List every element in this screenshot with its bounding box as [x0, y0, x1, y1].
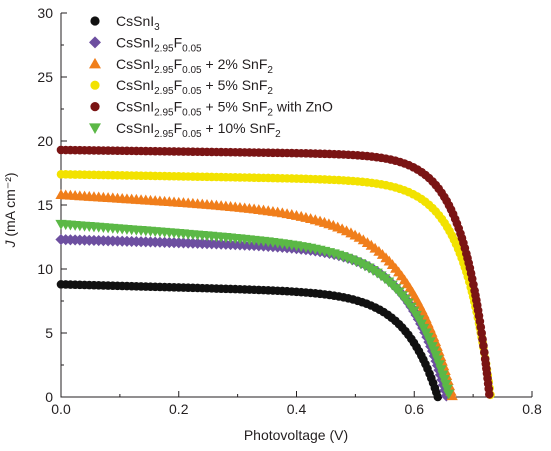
- data-point: [485, 389, 494, 399]
- y-axis-title: J (mA cm⁻²): [2, 172, 18, 248]
- data-point: [443, 389, 455, 400]
- series-layer: [55, 145, 495, 402]
- x-tick-label: 0.4: [287, 401, 307, 417]
- series-0: [56, 280, 443, 402]
- x-tick-label: 0.2: [169, 401, 189, 417]
- legend-label: CsSnI2.95F0.05 + 5% SnF2 with ZnO: [116, 99, 333, 119]
- x-tick-label: 0.0: [51, 401, 71, 417]
- legend-label: CsSnI2.95F0.05 + 10% SnF2: [116, 120, 281, 140]
- y-tick-label: 25: [37, 69, 53, 85]
- axes: 0.0 0.2 0.4 0.6 0.8 0 5 10 15 20 25 30: [37, 5, 542, 417]
- legend-marker: [90, 102, 100, 112]
- data-point: [480, 347, 489, 357]
- legend-marker: [89, 36, 101, 49]
- x-tick-label: 0.8: [522, 401, 542, 417]
- data-point: [433, 360, 445, 371]
- legend-label: CsSnI2.95F0.05 + 2% SnF2: [116, 56, 273, 76]
- y-tick-label: 20: [37, 133, 53, 149]
- legend-label: CsSnI2.95F0.05: [116, 34, 202, 54]
- series-5: [55, 219, 455, 400]
- x-axis-title: Photovoltage (V): [244, 427, 348, 443]
- y-tick-label: 15: [37, 197, 53, 213]
- series-4: [56, 145, 494, 399]
- legend-marker: [90, 16, 100, 26]
- legend-marker: [90, 80, 100, 90]
- data-point: [478, 334, 487, 344]
- data-point: [441, 384, 453, 395]
- y-tick-label: 5: [45, 325, 53, 341]
- y-tick-label: 30: [37, 5, 53, 21]
- legend-label: CsSnI2.95F0.05 + 5% SnF2: [116, 77, 273, 97]
- data-point: [479, 341, 488, 350]
- series-2: [55, 189, 458, 401]
- data-point: [433, 392, 443, 402]
- legend-marker: [89, 57, 101, 69]
- data-point: [440, 390, 452, 402]
- legend-label: CsSnI3: [116, 13, 160, 33]
- y-tick-label: 0: [45, 389, 53, 405]
- legend-marker: [89, 123, 101, 134]
- x-tick-label: 0.6: [405, 401, 425, 417]
- data-point: [435, 365, 447, 376]
- y-tick-label: 10: [37, 261, 53, 277]
